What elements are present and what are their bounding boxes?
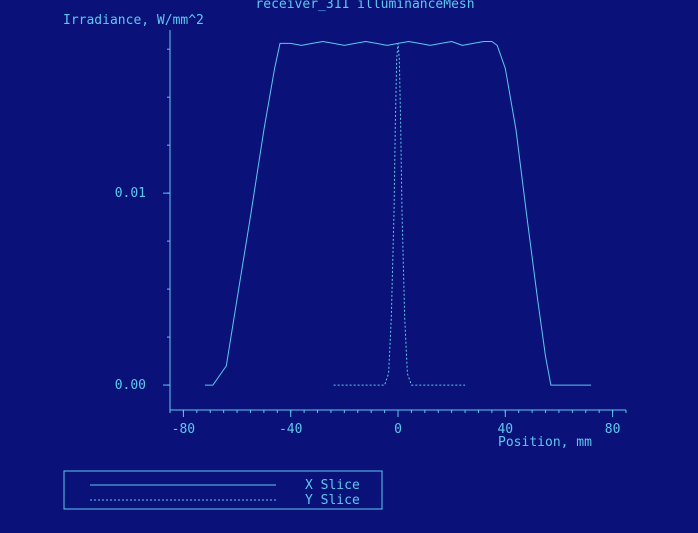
x-tick-label: 0	[394, 422, 402, 437]
y-tick-label: 0.01	[115, 186, 146, 201]
x-tick-label: -40	[279, 422, 302, 437]
legend-label-y-slice: Y Slice	[305, 493, 360, 508]
x-tick-label: 80	[605, 422, 621, 437]
legend-box	[63, 470, 383, 510]
x-axis-label: Position, mm	[498, 435, 592, 450]
x-tick-label: 40	[497, 422, 513, 437]
chart-title: receiver_311 illuminanceMesh	[255, 0, 474, 12]
series-line-y-slice	[333, 42, 466, 386]
y-tick-label: 0.00	[115, 378, 146, 393]
y-axis-label: Irradiance, W/mm^2	[63, 13, 204, 28]
series-layer	[204, 41, 592, 386]
ticks: -80 -40 0 40 80 0.00 0.01	[115, 48, 627, 437]
x-tick-label: -80	[172, 422, 195, 437]
legend: X Slice Y Slice	[63, 470, 383, 510]
legend-label-x-slice: X Slice	[305, 478, 360, 493]
